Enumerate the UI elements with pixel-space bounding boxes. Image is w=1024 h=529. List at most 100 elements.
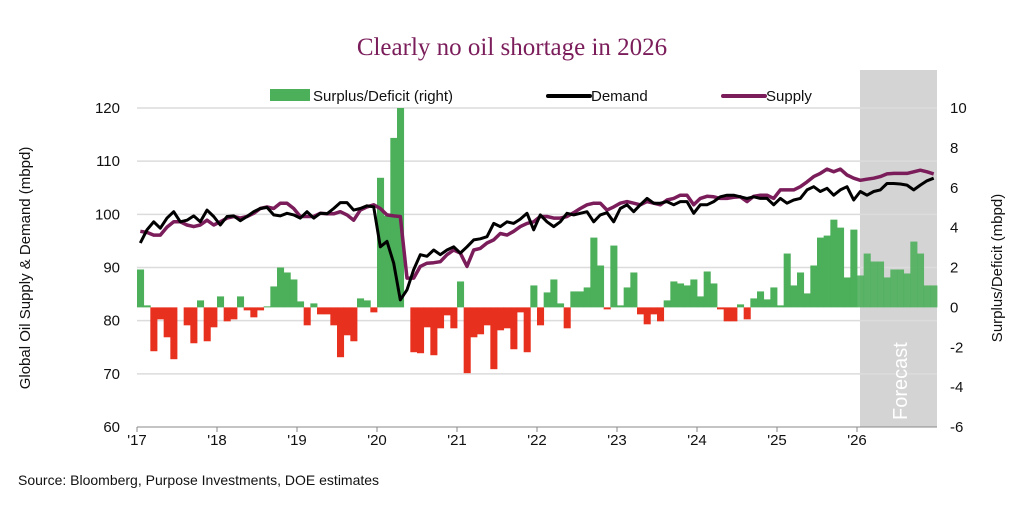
x-tick-label: '19 <box>287 432 307 449</box>
demand-line <box>138 176 935 302</box>
surplus-bar <box>890 269 898 308</box>
surplus-bar <box>397 108 405 308</box>
deficit-bar <box>730 307 738 322</box>
y-right-tick-label: 2 <box>950 260 958 277</box>
deficit-bar <box>423 307 431 328</box>
surplus-bar <box>763 299 771 308</box>
surplus-bar <box>383 215 391 308</box>
deficit-bar <box>503 307 511 329</box>
x-tick-label: '22 <box>527 432 547 449</box>
legend-label-surplus: Surplus/Deficit (right) <box>313 88 453 105</box>
deficit-bar <box>317 307 325 315</box>
surplus-bar <box>677 283 685 308</box>
deficit-bar <box>650 307 658 315</box>
surplus-bar <box>690 279 698 308</box>
x-axis-ticks: '17 '18 '19 '20 '21 '22 '23 '24 '25 '26 <box>127 427 867 449</box>
surplus-bar <box>557 303 565 308</box>
deficit-bar <box>417 307 425 354</box>
surplus-bar <box>810 265 818 308</box>
deficit-bar <box>343 307 351 336</box>
surplus-bar <box>803 293 811 308</box>
deficit-bar <box>323 307 331 315</box>
surplus-bar <box>670 281 678 308</box>
surplus-bar <box>823 235 831 308</box>
surplus-bar <box>903 273 911 308</box>
y-left-tick-label: 70 <box>103 366 120 383</box>
legend-label-demand: Demand <box>591 88 648 105</box>
deficit-bar <box>330 307 338 326</box>
deficit-bar <box>717 307 725 310</box>
surplus-bar <box>543 292 551 308</box>
surplus-bar <box>597 265 605 308</box>
deficit-bar <box>463 307 471 374</box>
deficit-bar <box>410 307 418 353</box>
deficit-bar <box>170 307 178 360</box>
y-left-tick-label: 110 <box>96 153 120 170</box>
deficit-bar <box>643 307 651 325</box>
deficit-bar <box>223 307 231 322</box>
y-axis-right-ticks: 10 8 6 4 2 0 -2 -4 -6 <box>950 100 967 436</box>
y-left-tick-label: 90 <box>103 260 120 277</box>
surplus-bar <box>270 286 278 308</box>
surplus-bar <box>663 300 671 308</box>
surplus-bar <box>790 285 798 308</box>
surplus-bar <box>843 277 851 308</box>
surplus-bar <box>797 272 805 308</box>
surplus-bar <box>237 296 245 308</box>
surplus-bar <box>750 298 758 308</box>
gridlines <box>137 107 937 375</box>
surplus-bar <box>757 291 765 308</box>
surplus-bar <box>457 281 465 308</box>
deficit-bar <box>723 307 731 322</box>
surplus-bar <box>357 298 365 308</box>
surplus-bar <box>297 301 305 308</box>
deficit-bar <box>257 307 265 311</box>
x-tick-label: '17 <box>127 432 147 449</box>
surplus-bar <box>617 305 625 308</box>
surplus-bar <box>770 287 778 308</box>
surplus-bar <box>737 304 745 308</box>
x-tick-label: '21 <box>447 432 467 449</box>
deficit-bar <box>250 307 258 318</box>
y-axis-right-label: Surplus/Deficit (mbpd) <box>989 194 1006 342</box>
deficit-bar <box>430 307 438 356</box>
legend: Surplus/Deficit (right) Demand Supply <box>270 88 812 105</box>
surplus-bar <box>910 241 918 308</box>
deficit-bar <box>497 307 505 331</box>
deficit-bar <box>183 307 191 326</box>
y-axis-left-label: Global Oil Supply & Demand (mbpd) <box>17 147 34 390</box>
surplus-bar <box>283 272 291 308</box>
deficit-bar <box>163 307 171 338</box>
y-left-tick-label: 60 <box>103 419 120 436</box>
surplus-bar <box>783 253 791 308</box>
deficit-bar <box>483 307 491 326</box>
forecast-shade <box>860 70 937 427</box>
surplus-bar <box>923 285 931 308</box>
y-left-tick-label: 100 <box>95 206 120 223</box>
surplus-bar <box>623 287 631 308</box>
surplus-bar <box>610 245 618 308</box>
surplus-bar <box>583 287 591 308</box>
surplus-bar <box>577 291 585 308</box>
surplus-bar <box>263 306 271 308</box>
surplus-bar <box>217 296 225 308</box>
deficit-bar <box>743 307 751 320</box>
deficit-bar <box>437 307 445 329</box>
deficit-bar <box>470 307 478 338</box>
x-tick-label: '23 <box>607 432 627 449</box>
surplus-bar <box>683 285 691 308</box>
forecast-label: Forecast <box>890 342 912 420</box>
surplus-bar <box>777 305 785 308</box>
deficit-bar <box>303 307 311 326</box>
deficit-bar <box>490 307 498 370</box>
surplus-bar <box>897 269 905 308</box>
surplus-bar <box>550 279 558 308</box>
surplus-bar <box>590 237 598 308</box>
surplus-bar <box>830 219 838 308</box>
y-right-tick-label: 0 <box>950 299 958 316</box>
surplus-bar <box>857 275 865 308</box>
x-tick-label: '20 <box>367 432 387 449</box>
surplus-bar <box>310 303 318 308</box>
surplus-bar <box>277 267 285 308</box>
deficit-bar <box>350 307 358 342</box>
